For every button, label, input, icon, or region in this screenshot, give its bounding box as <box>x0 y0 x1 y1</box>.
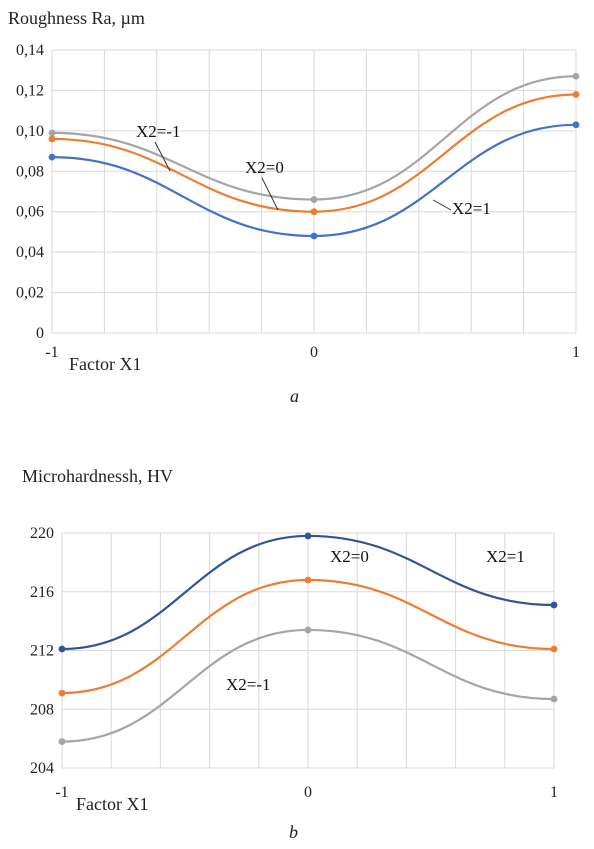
data-point-b-2 <box>58 738 66 745</box>
y-tick-label: 0,06 <box>16 204 44 221</box>
data-point-a-1 <box>310 208 318 216</box>
series-label-a-x2-1: X2=1 <box>452 199 491 218</box>
series-label-b-x2-1: X2=1 <box>486 547 525 566</box>
x-ticks-b: -1 0 1 <box>55 784 558 801</box>
y-axis-title-a: Roughness Ra, µm <box>8 8 145 28</box>
y-tick-label: 0,04 <box>16 244 44 261</box>
x-tick-label: 1 <box>550 784 558 801</box>
chart-panel-a: 00,020,040,060,080,100,120,14 -1 0 1 Rough… <box>8 8 580 406</box>
data-point-a-0 <box>310 196 318 203</box>
y-tick-label: 0,10 <box>16 123 44 140</box>
series-b <box>58 532 558 745</box>
series-label-a-x2-minus1: X2=-1 <box>136 122 181 141</box>
y-tick-label: 0 <box>36 325 44 342</box>
data-point-a-1 <box>572 91 580 98</box>
data-point-b-0 <box>58 645 66 653</box>
x-tick-label: -1 <box>55 784 68 801</box>
data-point-a-2 <box>48 153 56 161</box>
x-tick-label: 0 <box>304 784 312 801</box>
y-tick-label: 0,14 <box>16 42 44 59</box>
leader-a-x2-1 <box>432 199 452 211</box>
y-tick-label: 220 <box>30 525 54 542</box>
data-point-b-1 <box>304 576 312 584</box>
data-point-b-1 <box>58 689 66 697</box>
x-tick-label: -1 <box>45 344 58 361</box>
data-point-a-2 <box>310 232 318 240</box>
y-tick-label: 0,08 <box>16 163 44 180</box>
x-tick-label: 1 <box>572 344 580 361</box>
x-tick-label: 0 <box>310 344 318 361</box>
y-axis-title-b: Microhardnessh, HV <box>22 466 173 486</box>
y-tick-label: 216 <box>30 584 54 601</box>
data-point-b-0 <box>304 532 312 540</box>
leader-a-x2-minus1 <box>154 141 171 172</box>
y-tick-label: 208 <box>30 701 54 718</box>
y-tick-label: 0,02 <box>16 285 44 302</box>
data-point-a-0 <box>572 72 580 80</box>
panel-label-a: a <box>290 386 299 406</box>
series-label-b-x2-0: X2=0 <box>330 547 369 566</box>
y-tick-label: 204 <box>30 760 54 777</box>
data-point-b-2 <box>304 626 312 634</box>
data-point-b-2 <box>550 695 558 703</box>
y-tick-label: 0,12 <box>16 82 44 99</box>
data-point-b-0 <box>550 601 558 609</box>
y-tick-label: 212 <box>30 643 54 660</box>
panel-label-b: b <box>289 822 298 842</box>
series-a <box>48 72 580 240</box>
grid-a <box>51 49 577 334</box>
y-ticks-b: 204 208 212 216 220 <box>30 525 54 777</box>
grid-b <box>61 532 555 769</box>
y-ticks-a: 0 0,02 0,04 0,06 0,08 0,10 0,12 0,14 <box>16 42 44 342</box>
data-point-b-1 <box>550 645 558 653</box>
data-point-a-1 <box>48 135 56 143</box>
series-label-a-x2-0: X2=0 <box>245 158 284 177</box>
data-point-a-0 <box>48 129 56 137</box>
x-ticks-a: -1 0 1 <box>45 344 580 361</box>
series-label-b-x2-minus1: X2=-1 <box>226 675 271 694</box>
x-axis-title-b: Factor X1 <box>76 794 148 814</box>
x-axis-title-a: Factor X1 <box>69 354 141 374</box>
leader-a-x2-0 <box>261 177 279 211</box>
data-point-a-2 <box>572 121 580 129</box>
